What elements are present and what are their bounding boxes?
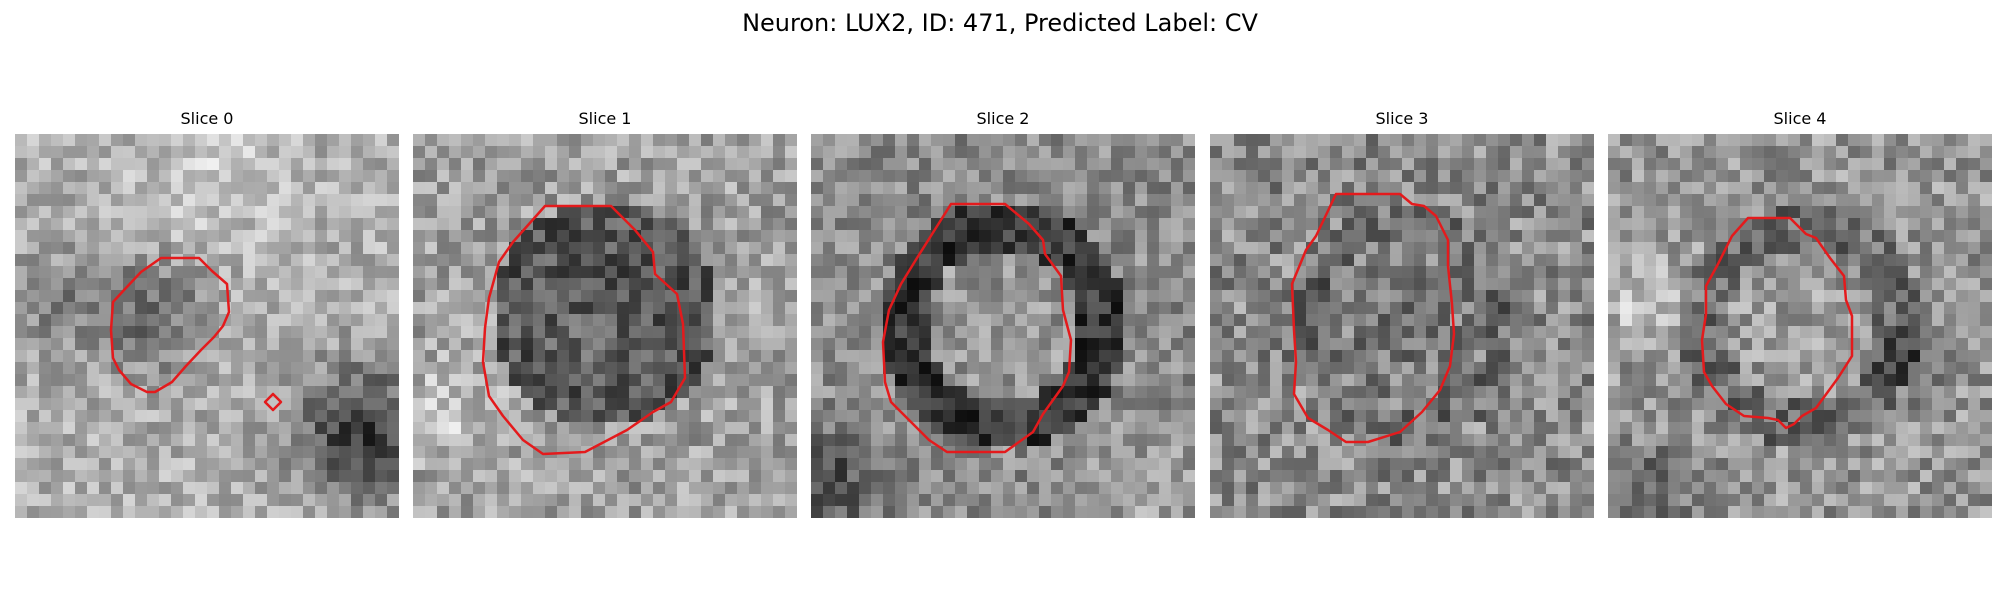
slice-image [811,134,1195,518]
grayscale-pixels [1210,134,1594,518]
neuron-contour [1700,216,1854,430]
slice-title: Slice 0 [180,109,234,128]
slice-title: Slice 2 [976,109,1030,128]
neuron-contour [881,202,1073,454]
grayscale-pixels [811,134,1195,518]
slice-image [15,134,399,518]
grayscale-pixels [15,134,399,518]
neuron-contour [109,256,231,394]
grayscale-pixels [1608,134,1992,518]
slice-image [1608,134,1992,518]
slice-title: Slice 1 [578,109,632,128]
slice-panel-1: Slice 1 [413,108,797,518]
slice-title: Slice 4 [1773,109,1827,128]
slice-image [1210,134,1594,518]
neuron-contour [481,204,687,456]
slice-panel-2: Slice 2 [811,108,1195,518]
slice-panel-3: Slice 3 [1210,108,1594,518]
slice-image [413,134,797,518]
grayscale-pixels [413,134,797,518]
slice-panel-4: Slice 4 [1608,108,1992,518]
secondary-contour [263,392,283,412]
slice-panel-0: Slice 0 [15,108,399,518]
figure-title: Neuron: LUX2, ID: 471, Predicted Label: … [742,9,1258,37]
neuron-contour [1290,192,1456,444]
slice-title: Slice 3 [1375,109,1429,128]
